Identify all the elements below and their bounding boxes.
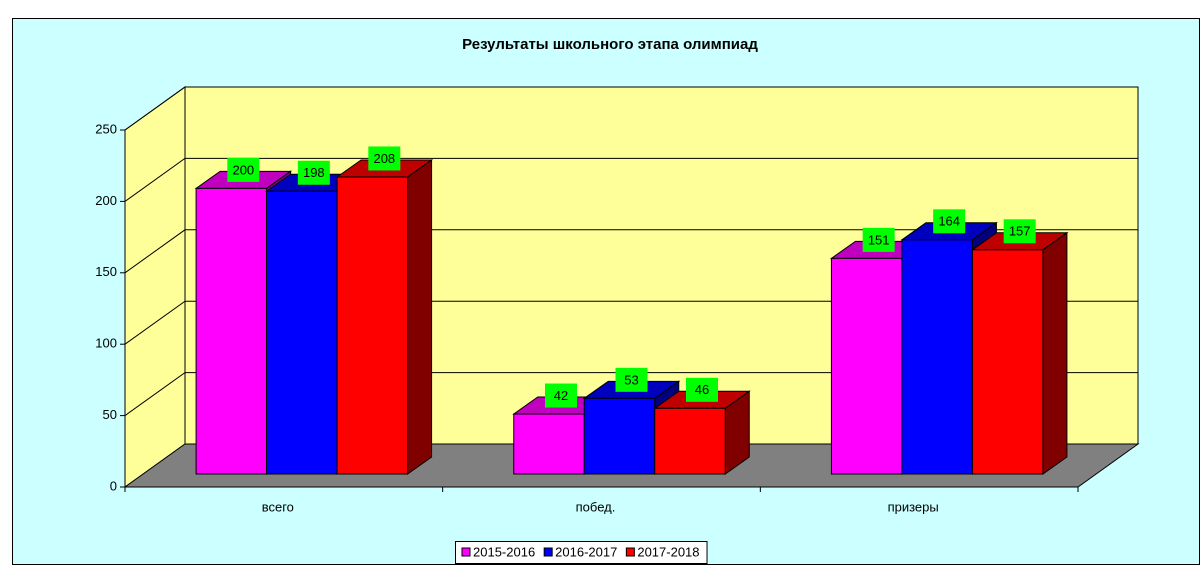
y-tick-label: 200 [95,193,117,208]
y-tick-label: 250 [95,121,117,136]
legend-label: 2016-2017 [555,544,617,559]
legend-label: 2015-2016 [473,544,535,559]
legend [455,541,708,564]
legend-swatch [625,547,635,557]
x-tick-label: призеры [888,499,939,514]
legend-swatch [461,547,471,557]
data-label-box [545,383,577,408]
bar-front [195,187,268,475]
bar [653,390,751,475]
grid-line [124,86,1138,131]
chart-title: Результаты школьного этапа олимпиад [462,36,758,53]
y-tick-label: 100 [95,336,117,351]
data-label: 42 [554,388,568,403]
bar-front [266,190,338,475]
bar-front [583,397,656,475]
y-tick-label: 0 [110,478,117,493]
bar-front [830,257,903,475]
bar-front [971,249,1044,475]
x-tick-label: побед. [576,499,616,514]
data-label-box [227,157,260,182]
data-label-box [1003,219,1036,244]
data-label: 198 [303,165,325,180]
bar-front [654,407,726,475]
bar-side [407,159,433,475]
bar-front [336,176,409,475]
x-tick-label: всего [262,499,294,514]
bar [335,159,434,475]
data-label-box [615,367,648,392]
data-label: 151 [868,232,890,247]
data-label-box [686,377,718,402]
data-label-box [933,209,966,234]
data-label: 53 [624,372,638,387]
data-label: 164 [938,214,960,229]
y-tick-label: 150 [95,264,117,279]
data-label-box [368,146,401,171]
grid-line [124,157,1138,202]
bar [970,231,1069,475]
grid-line [124,229,1138,274]
bar-front [513,413,585,475]
grid-line [124,372,1138,417]
y-tick-label: 50 [103,407,117,422]
data-label-box [862,227,895,252]
data-label: 46 [695,382,709,397]
side-wall [124,86,186,488]
data-label-box [297,160,330,185]
legend-swatch [543,547,553,557]
bar-side [1042,231,1068,475]
data-label: 200 [232,162,254,177]
data-label: 157 [1009,224,1031,239]
data-label: 208 [373,151,395,166]
legend-label: 2017-2018 [637,544,699,559]
grid-line [124,300,1138,345]
bar-front [901,239,973,475]
